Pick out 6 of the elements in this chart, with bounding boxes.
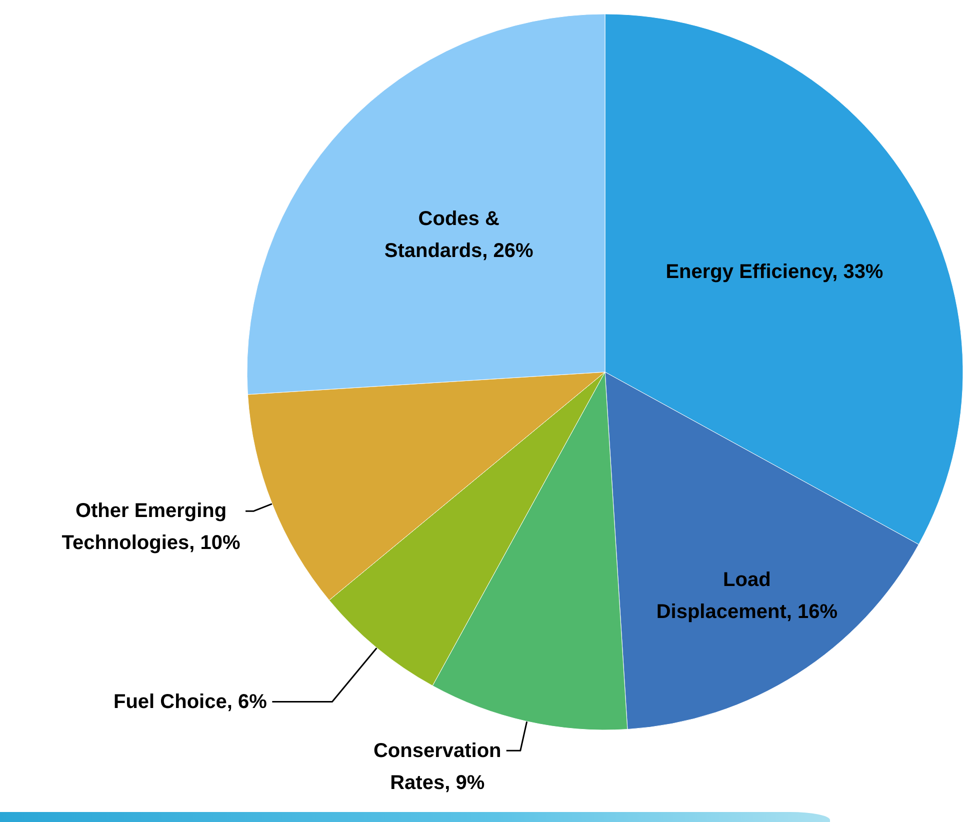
slice-label: Energy Efficiency, 33% [664,260,884,285]
slice-label: Fuel Choice, 6% [112,690,268,715]
slice-label: Conservation Rates, 9% [372,738,502,796]
slice-label: Other Emerging Technologies, 10% [60,499,242,556]
slice-label: Load Displacement, 16% [655,568,839,625]
slice-label: Codes & Standards, 26% [383,206,534,264]
